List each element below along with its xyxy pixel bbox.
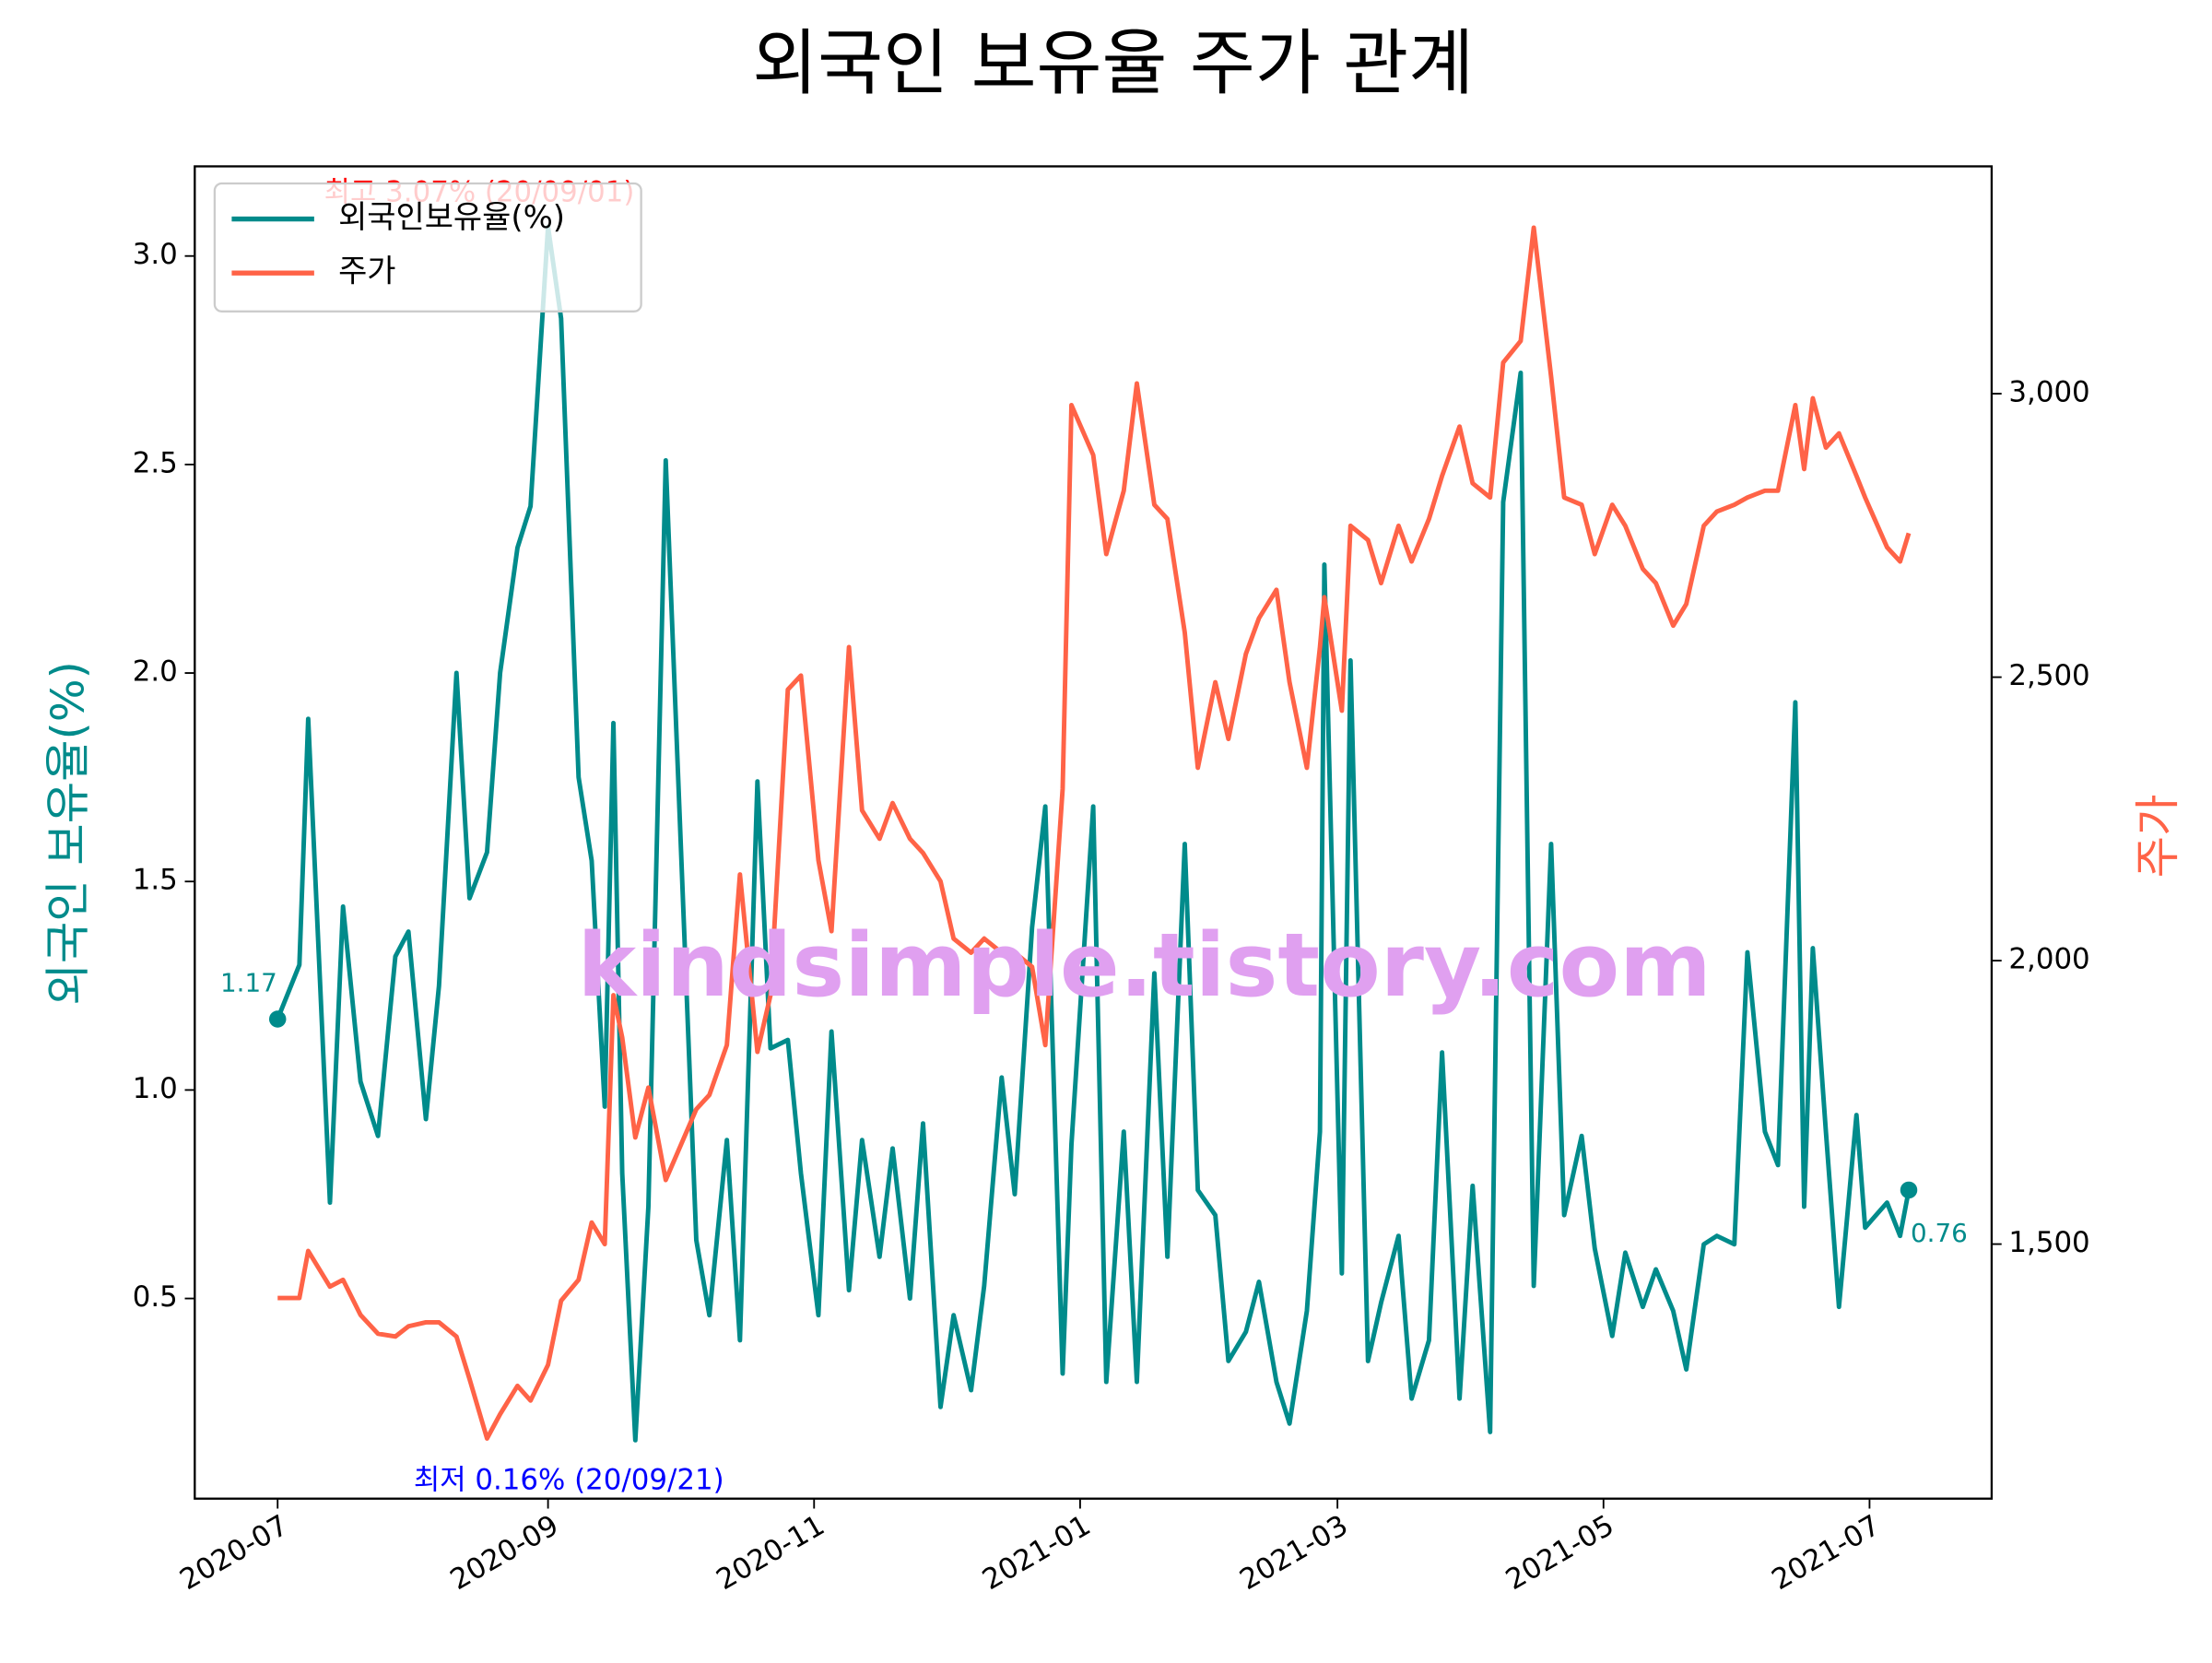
x-tick-label: 2020-09	[445, 1509, 565, 1598]
end-point	[268, 1010, 287, 1028]
y-tick-label: 2.0	[133, 655, 178, 689]
y2-axis-label: 주가	[2131, 795, 2184, 879]
plot-frame	[194, 165, 1994, 1500]
chart-title: 외국인 보유율 주가 관계	[752, 22, 1474, 105]
legend-box	[213, 182, 642, 313]
y-axis-label: 외국인 보유율(%)	[41, 661, 95, 1005]
legend-label: 주가	[338, 254, 395, 290]
series-line	[277, 225, 1912, 1441]
series-line	[275, 224, 1912, 1443]
annotation: 최저 0.16% (20/09/21)	[414, 1464, 724, 1497]
watermark: kindsimple.tistory.com	[577, 914, 1711, 1017]
y-tick-label: 1.0	[133, 1072, 178, 1105]
y-tick-label: 0.5	[133, 1280, 178, 1314]
y-tick-label: 1.5	[133, 864, 178, 897]
x-tick-label: 2021-07	[1766, 1509, 1886, 1598]
y-tick-label: 3.0	[133, 238, 178, 271]
x-tick-label: 2021-01	[977, 1509, 1097, 1598]
x-tick-label: 2021-03	[1234, 1509, 1354, 1598]
y2-tick-label: 2,000	[2008, 943, 2089, 976]
annotation: 1.17	[220, 967, 277, 997]
x-tick-label: 2020-11	[711, 1509, 830, 1598]
x-tick-label: 2020-07	[174, 1509, 294, 1598]
y2-tick-label: 3,000	[2008, 376, 2089, 409]
y-tick-label: 2.5	[133, 446, 178, 479]
legend-label: 외국인보유율(%)	[338, 200, 565, 236]
y2-tick-label: 2,500	[2008, 659, 2089, 692]
annotation: 0.76	[1911, 1218, 1968, 1248]
end-point	[1900, 1181, 1918, 1199]
y2-tick-label: 1,500	[2008, 1226, 2089, 1259]
x-tick-label: 2021-05	[1500, 1509, 1620, 1598]
